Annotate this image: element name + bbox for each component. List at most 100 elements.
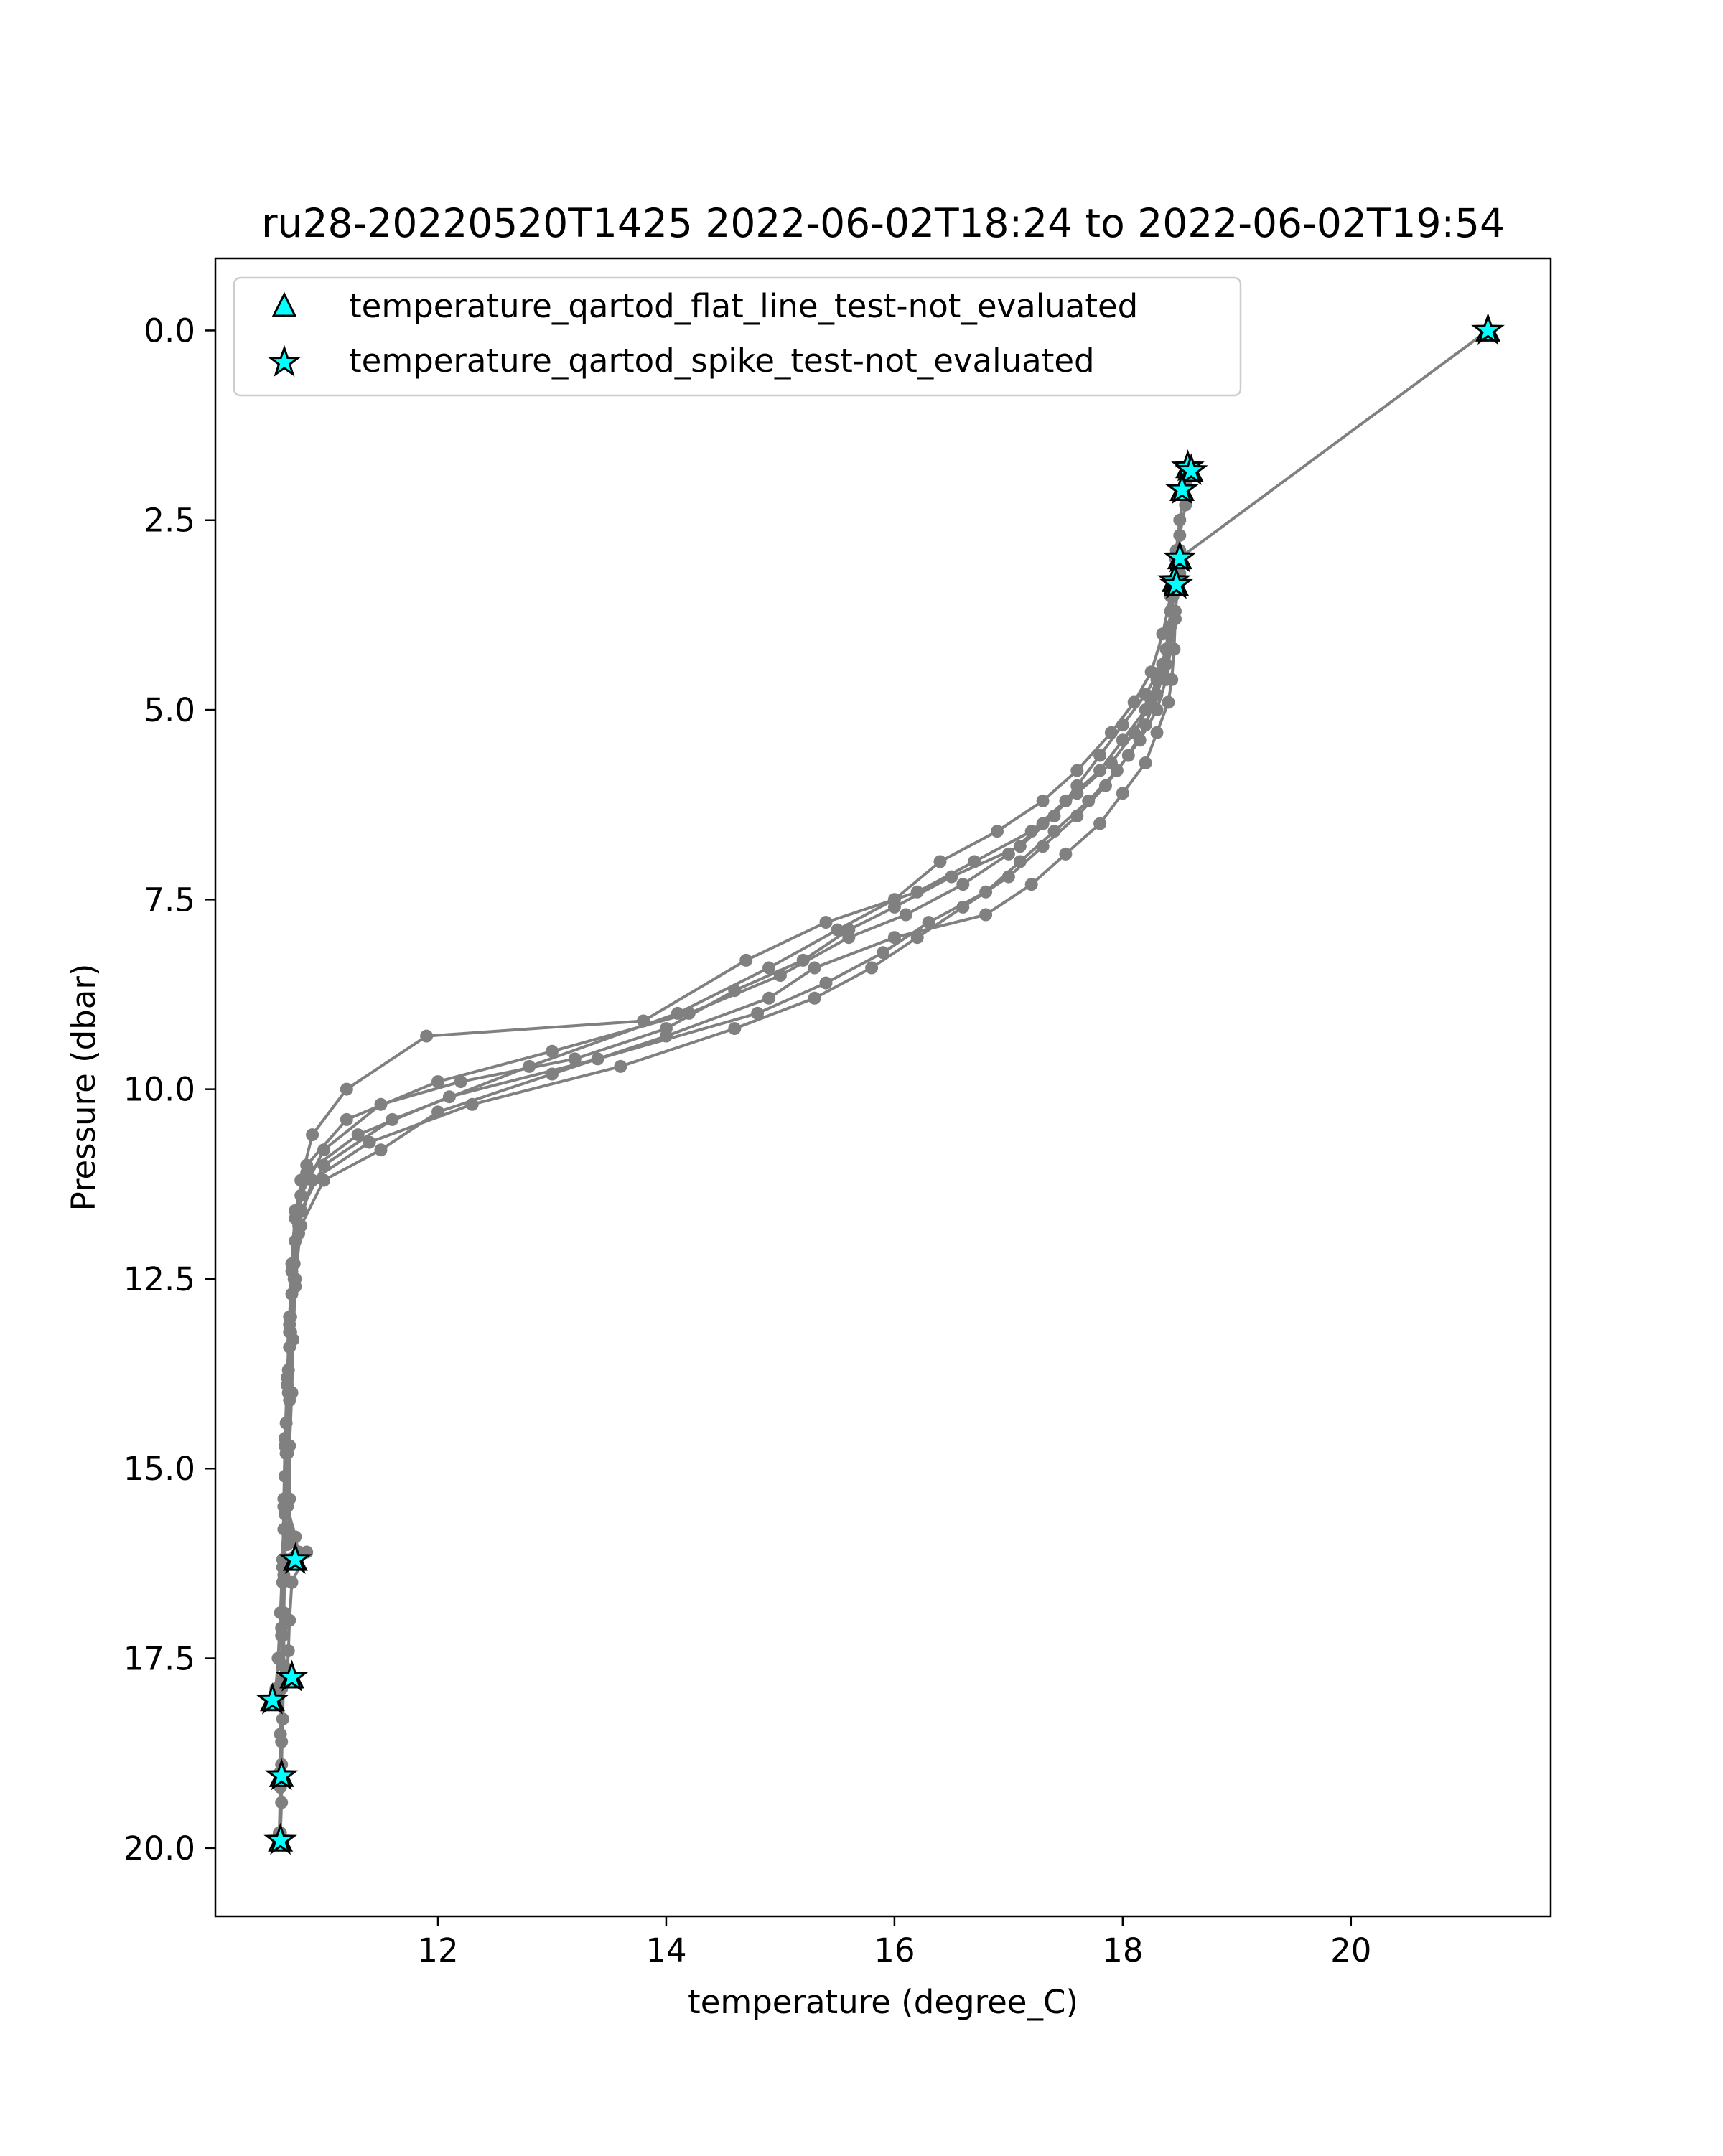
spike-flag-marker (1162, 540, 1197, 573)
profile-point (281, 1363, 295, 1377)
legend-label-flat-line: temperature_qartod_flat_line_test-not_ev… (349, 287, 1138, 325)
profile-point (1001, 847, 1015, 861)
profile-point (289, 1530, 302, 1544)
profile-series (1179, 329, 1489, 560)
spike-flag-marker (264, 1758, 299, 1791)
profile-point (991, 825, 1004, 838)
profile-point (887, 931, 901, 945)
profile-point (275, 1796, 289, 1809)
profile-point (1013, 840, 1027, 853)
profile-point (386, 1112, 399, 1126)
y-tick-label: 2.5 (144, 502, 195, 540)
profile-point (877, 946, 889, 960)
profile-point (1036, 794, 1050, 807)
profile-point (281, 1644, 295, 1657)
y-tick-label: 10.0 (123, 1071, 195, 1109)
x-tick-label: 18 (1102, 1931, 1143, 1969)
profile-point (945, 870, 958, 884)
profile-point (420, 1029, 434, 1043)
profile-point (910, 931, 924, 945)
profile-point (739, 953, 753, 967)
spike-flag-marker (275, 1659, 309, 1692)
profile-point (340, 1112, 353, 1126)
profile-point (887, 893, 901, 906)
profile-point (546, 1044, 559, 1058)
profile-point (956, 878, 970, 891)
profile-point (363, 1135, 376, 1149)
spike-flag-marker (263, 1822, 297, 1855)
profile-point (808, 961, 821, 975)
profile-point (762, 991, 775, 1005)
profile-point (276, 1575, 289, 1589)
y-tick-label: 15.0 (123, 1450, 195, 1488)
y-tick-label: 17.5 (123, 1640, 195, 1678)
profile-point (899, 908, 912, 922)
y-tick-label: 20.0 (123, 1829, 195, 1867)
profile-point (1127, 695, 1141, 709)
profile-point (284, 1310, 297, 1323)
chart-title: ru28-20220520T1425 2022-06-02T18:24 to 2… (261, 200, 1505, 246)
profile-point (773, 969, 787, 983)
y-tick-label: 0.0 (144, 311, 195, 350)
profile-point (279, 1469, 291, 1483)
y-axis-ticks: 0.0 2.5 5.0 7.5 10.0 12.5 15.0 17.5 20.0 (123, 311, 215, 1867)
profile-point (306, 1128, 319, 1142)
profile-point (1047, 810, 1061, 822)
profile-point (1150, 688, 1164, 701)
profile-point (1036, 840, 1050, 853)
spike-flag-marker (1471, 312, 1505, 345)
x-axis-label: temperature (degree_C) (688, 1983, 1078, 2021)
profile-point (1099, 779, 1112, 792)
profile-point (1150, 726, 1164, 739)
profile-point (979, 908, 993, 922)
y-tick-label: 7.5 (144, 881, 195, 919)
spike-flag-marker (256, 1682, 289, 1715)
legend: temperature_qartod_flat_line_test-not_ev… (233, 276, 1242, 397)
profile-point (1093, 749, 1107, 762)
profile-point (287, 1257, 301, 1270)
x-tick-label: 20 (1330, 1931, 1371, 1969)
profile-point (1070, 787, 1084, 800)
profile-point (1173, 513, 1187, 527)
profile-point (842, 931, 856, 945)
profile-point (1070, 810, 1084, 822)
y-tick-label: 5.0 (144, 691, 195, 729)
profile-point (317, 1143, 330, 1157)
profile-point (374, 1143, 388, 1157)
spike-flag-marker (1165, 472, 1199, 505)
spike-flag-marker (1174, 453, 1208, 485)
profile-point (659, 1022, 673, 1036)
profile-point (277, 1522, 291, 1536)
profile-point (808, 991, 821, 1005)
profile-point (317, 1173, 330, 1187)
profile-point (340, 1082, 353, 1096)
profile-point (294, 1204, 308, 1217)
legend-box (233, 276, 1242, 397)
profile-point (956, 900, 970, 914)
profile-point (762, 961, 775, 975)
profile-point (614, 1059, 627, 1073)
profile-point (465, 1097, 479, 1111)
profile-point (431, 1075, 444, 1089)
flag-layer (256, 312, 1505, 1855)
profile-point (317, 1158, 330, 1172)
profile-point (1121, 749, 1135, 762)
profile-point (831, 923, 844, 937)
plot-frame (214, 257, 1552, 1918)
profile-point (568, 1052, 582, 1066)
profile-point (1093, 817, 1107, 830)
profile-point (819, 976, 833, 990)
profile-point (1093, 764, 1107, 777)
x-tick-label: 16 (874, 1931, 915, 1969)
x-tick-label: 12 (417, 1931, 458, 1969)
profile-point (1162, 695, 1175, 709)
profile-point (274, 1728, 287, 1741)
triangle-icon (271, 291, 297, 317)
profile-point (751, 1006, 765, 1020)
profile-point (1104, 726, 1118, 739)
profile-point (1059, 847, 1073, 861)
profile-point (1070, 764, 1084, 777)
profile-point (279, 1416, 293, 1430)
profile-point (1024, 878, 1038, 891)
